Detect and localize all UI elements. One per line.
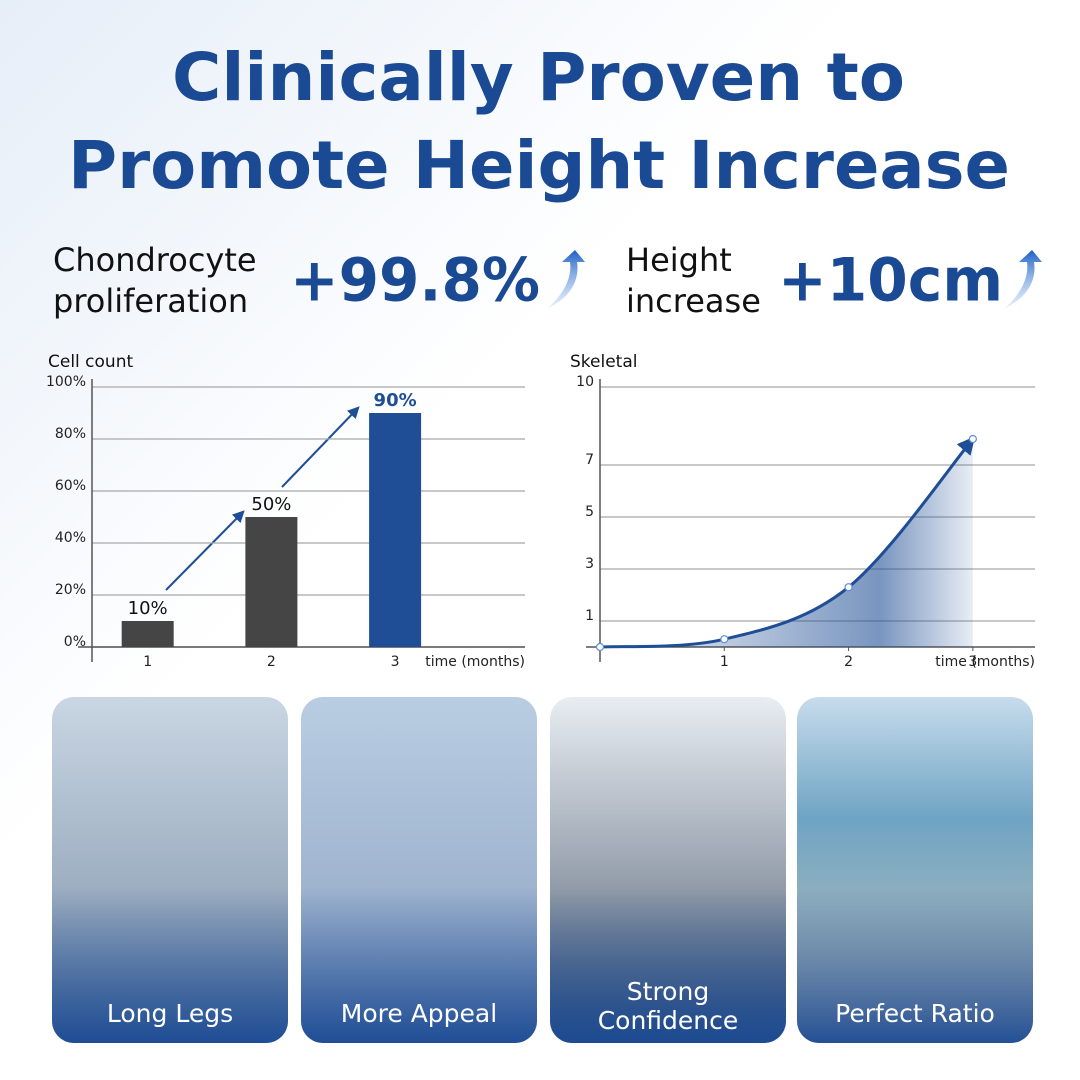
y-axis-title: Cell count [48, 352, 133, 372]
trend-arrow [281, 406, 360, 488]
point [844, 583, 853, 592]
y-tick-label: 40% [55, 530, 86, 546]
y-tick-label: 100% [46, 374, 86, 390]
up-arrow-icon [1005, 250, 1042, 308]
x-axis-title: time (months) [935, 654, 1035, 670]
line [599, 436, 976, 649]
y-tick-label: 10 [576, 374, 594, 390]
y-tick-label: 5 [585, 504, 594, 520]
card-label: Strong [627, 977, 709, 1006]
point [968, 434, 977, 444]
card-label: Perfect Ratio [835, 999, 995, 1028]
y-tick-label: 1 [585, 608, 594, 624]
y-tick-label: 80% [55, 426, 86, 442]
area [600, 439, 973, 647]
card-shade [797, 697, 1033, 1043]
trend-arrow [165, 510, 245, 591]
card-label: Confidence [598, 1006, 739, 1035]
x-tick-label: 2 [844, 654, 853, 670]
y-axis-title: Skeletal [570, 352, 637, 372]
bar [369, 413, 422, 647]
x-tick-label: 3 [968, 654, 977, 670]
card-shade [550, 697, 786, 1043]
card-shade [301, 697, 537, 1043]
card-label: Long Legs [107, 999, 233, 1028]
card-shade [52, 697, 288, 1043]
stat-label: Chondrocyte [53, 241, 257, 279]
y-tick-label: 3 [585, 556, 594, 572]
stat-label: increase [626, 282, 761, 320]
stat-value: +99.8% [290, 246, 540, 316]
title-line: Clinically Proven to [172, 39, 905, 116]
y-tick-label: 20% [55, 582, 86, 598]
value-label: 10% [128, 598, 168, 619]
x-tick-label: 1 [143, 654, 152, 670]
stat-label: Height [626, 241, 732, 279]
stat-label: proliferation [53, 282, 248, 320]
title-line: Promote Height Increase [68, 127, 1010, 204]
x-tick-label: 3 [391, 654, 400, 670]
bar [245, 517, 298, 647]
x-tick-label: 2 [267, 654, 276, 670]
card-label: More Appeal [341, 999, 497, 1028]
stat-value: +10cm [778, 246, 1003, 316]
bar [121, 621, 174, 647]
x-axis-title: time (months) [425, 654, 525, 670]
value-label: 50% [251, 494, 291, 515]
up-arrow-icon [548, 250, 585, 308]
y-tick-label: 7 [585, 452, 594, 468]
point [720, 635, 729, 644]
value-label: 90% [374, 390, 417, 411]
y-tick-label: 60% [55, 478, 86, 494]
x-tick-label: 1 [720, 654, 729, 670]
y-tick-label: 0% [64, 634, 86, 650]
point [595, 642, 605, 652]
